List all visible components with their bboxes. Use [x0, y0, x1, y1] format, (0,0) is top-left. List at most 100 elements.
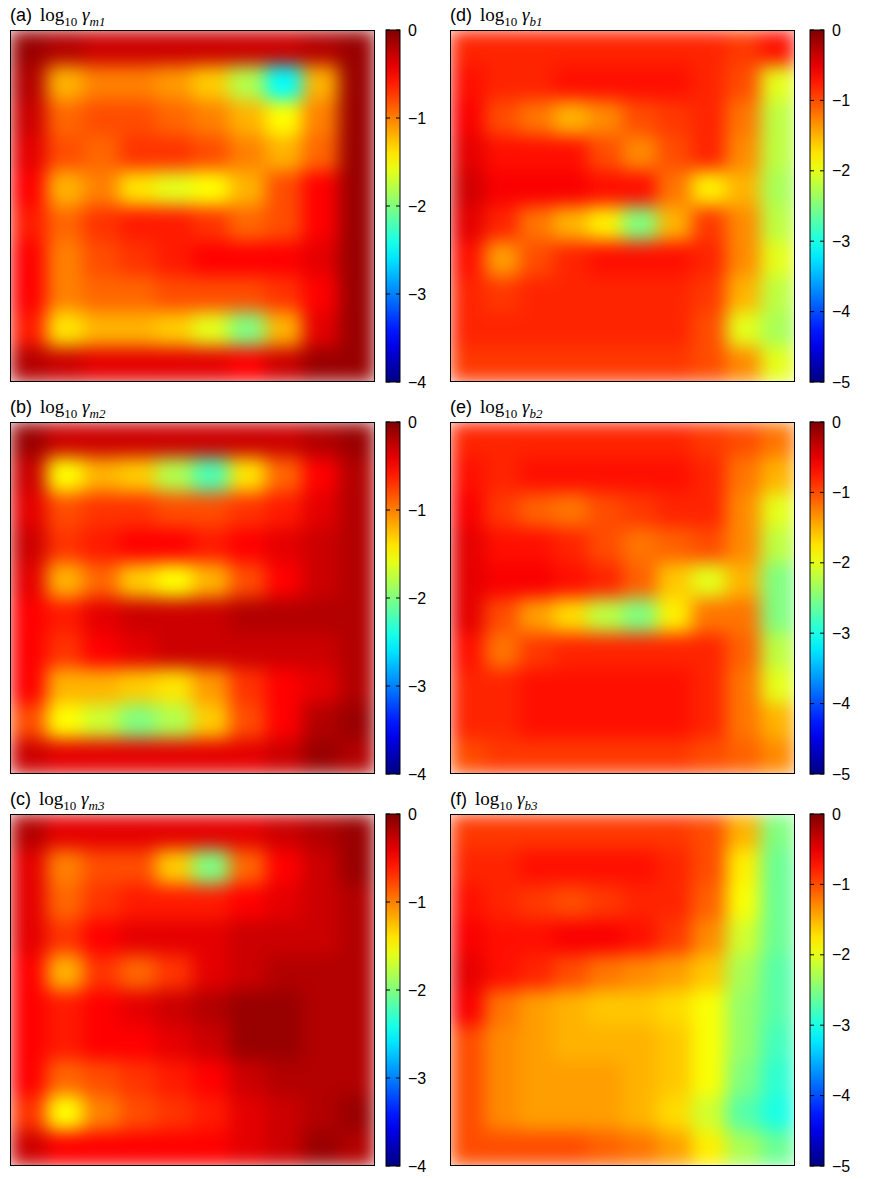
cell: [10, 312, 47, 348]
cell: [450, 920, 485, 956]
cell: [519, 633, 554, 669]
cell: [485, 30, 520, 66]
cell: [588, 206, 623, 242]
cell: [120, 704, 157, 740]
cell: [266, 668, 303, 704]
cell: [229, 528, 266, 564]
cell: [83, 312, 120, 348]
cell: [120, 884, 157, 920]
cell: [657, 241, 692, 277]
cell: [657, 849, 692, 885]
colorbar-tick: [820, 884, 824, 885]
cell: [554, 30, 589, 66]
cell: [120, 457, 157, 493]
cell: [266, 528, 303, 564]
colorbar-tick: [396, 30, 400, 31]
cell: [10, 884, 47, 920]
cell: [554, 457, 589, 493]
cell: [450, 598, 485, 634]
cell: [450, 1025, 485, 1061]
cell: [339, 633, 376, 669]
cell: [657, 1025, 692, 1061]
colorbar-tick: [386, 1166, 390, 1167]
cell: [657, 739, 692, 774]
cell: [339, 241, 376, 277]
cell: [485, 1060, 520, 1096]
cell: [193, 30, 230, 66]
cell: [485, 563, 520, 599]
cell: [83, 990, 120, 1026]
colorbar-tick: [820, 492, 824, 493]
cell: [692, 739, 727, 774]
cell: [485, 990, 520, 1026]
cell: [485, 312, 520, 348]
cell: [302, 633, 339, 669]
cell: [623, 1025, 658, 1061]
colorbar-tick: [810, 100, 814, 101]
colorbar-tick: [820, 30, 824, 31]
cell: [120, 1131, 157, 1166]
cell: [657, 30, 692, 66]
cell: [588, 276, 623, 312]
cell: [761, 136, 796, 172]
cell: [193, 1131, 230, 1166]
cell: [554, 668, 589, 704]
cell: [761, 633, 796, 669]
cell: [83, 849, 120, 885]
cell: [302, 312, 339, 348]
colorbar-label: −3: [832, 233, 850, 250]
colorbar-tick: [810, 562, 814, 563]
cell: [47, 563, 84, 599]
cell: [761, 990, 796, 1026]
cell: [10, 347, 47, 382]
cell: [10, 100, 47, 136]
colorbar-tick: [386, 902, 390, 903]
colorbar-tick: [820, 1025, 824, 1026]
cell: [623, 312, 658, 348]
colorbar-tick: [810, 311, 814, 312]
cell: [10, 492, 47, 528]
panel-letter: (b): [10, 397, 32, 417]
cell: [339, 347, 376, 382]
cell: [83, 884, 120, 920]
cell: [156, 633, 193, 669]
cell: [266, 955, 303, 991]
panel-title: log10 γb3: [475, 788, 538, 813]
cell: [450, 206, 485, 242]
cell: [485, 100, 520, 136]
cell: [519, 920, 554, 956]
cell: [10, 739, 47, 774]
cell: [83, 100, 120, 136]
cell: [156, 171, 193, 207]
cell: [519, 563, 554, 599]
cell: [302, 65, 339, 101]
cell: [554, 347, 589, 382]
cell: [83, 1096, 120, 1132]
cell: [10, 920, 47, 956]
cell: [623, 1060, 658, 1096]
cell: [339, 30, 376, 66]
cell: [692, 241, 727, 277]
cell: [193, 704, 230, 740]
cell: [519, 206, 554, 242]
cell: [554, 849, 589, 885]
cell: [156, 136, 193, 172]
cell: [450, 457, 485, 493]
colorbar-label: −1: [832, 92, 850, 109]
cell: [229, 563, 266, 599]
colorbar-tick: [396, 902, 400, 903]
colorbar-tick: [820, 241, 824, 242]
colorbar-tick: [810, 633, 814, 634]
colorbar-tick: [386, 382, 390, 383]
plot-frame: [11, 815, 375, 1166]
colorbar-tick: [820, 562, 824, 563]
cell: [266, 990, 303, 1026]
cell: [588, 814, 623, 850]
cell: [156, 884, 193, 920]
cell: [519, 1060, 554, 1096]
colorbar-tick: [810, 30, 814, 31]
cell: [554, 312, 589, 348]
plot-frame: [451, 423, 795, 774]
colorbar-tick: [396, 382, 400, 383]
cells: [450, 422, 795, 774]
